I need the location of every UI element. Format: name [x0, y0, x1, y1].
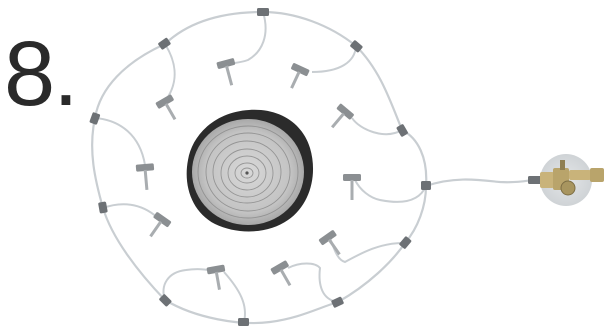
tee-connector-icon: [396, 124, 408, 137]
drip-emitter-stake-icon: [290, 63, 310, 89]
tee-connector-icon: [350, 40, 363, 53]
drip-emitter-stake-icon: [155, 94, 177, 121]
tree-stump-cross-section-icon: [186, 109, 314, 232]
drip-emitter-stake-icon: [135, 163, 155, 191]
drip-emitter-stake-icon: [318, 230, 341, 256]
drip-emitter-stake-icon: [270, 260, 292, 287]
drip-emitter-stake-icon: [149, 212, 172, 238]
faucet-valve-assembly-icon: [528, 154, 604, 206]
tee-connector-icon: [238, 318, 249, 326]
drip-emitter-stake-icon: [206, 264, 226, 290]
tee-connector-icon: [331, 296, 344, 308]
supply-line-tubing: [425, 178, 534, 188]
drip-emitters: [135, 58, 361, 290]
step-number: 8.: [4, 23, 79, 125]
tee-connector-icon: [98, 201, 108, 214]
irrigation-loop-tubing: [91, 10, 428, 325]
tee-connector-icon: [159, 294, 172, 307]
tee-connector-icon: [89, 112, 101, 125]
tee-connector-icon: [421, 181, 431, 190]
drip-emitter-stake-icon: [343, 174, 361, 200]
tee-connectors: [89, 8, 431, 326]
drip-emitter-stake-icon: [330, 103, 354, 129]
tee-connector-icon: [257, 8, 269, 16]
drip-emitter-stake-icon: [216, 58, 236, 86]
tee-connector-icon: [158, 37, 171, 50]
tee-connector-icon: [399, 236, 412, 249]
